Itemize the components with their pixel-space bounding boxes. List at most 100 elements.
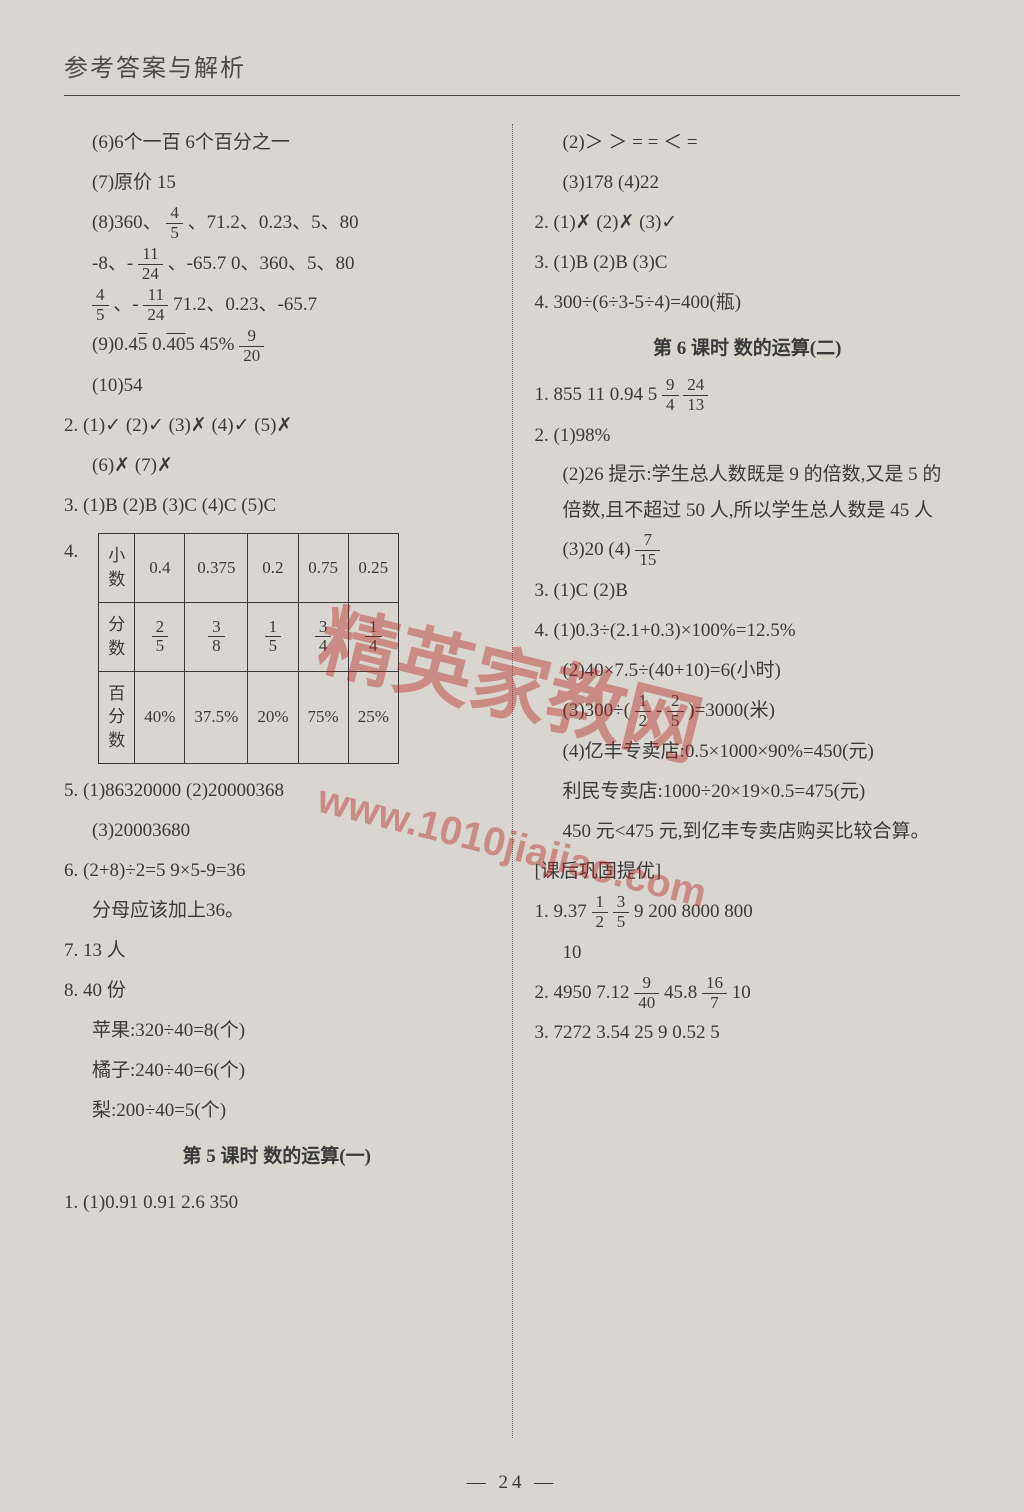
table-block: 4. 小数 0.4 0.375 0.2 0.75 0.25 分数 25 38 (64, 527, 490, 770)
fraction: 940 (634, 974, 659, 1012)
lesson-heading: 第 6 课时 数的运算(二) (535, 330, 961, 368)
fraction: 920 (239, 327, 264, 365)
fraction: 1124 (143, 286, 168, 324)
answer-line: 1. (1)0.91 0.91 2.6 350 (64, 1184, 490, 1222)
fraction: 45 (166, 204, 183, 242)
table-cell: 20% (248, 671, 298, 763)
text: 5 (185, 334, 195, 355)
right-column: (2)＞ ＞ = = ＜ = (3)178 (4)22 2. (1)✗ (2)✗… (513, 124, 961, 1438)
answer-line: 4. (1)0.3÷(2.1+0.3)×100%=12.5% (535, 612, 961, 650)
answer-line: 梨:200÷40=5(个) (64, 1092, 490, 1130)
table-cell: 38 (185, 602, 248, 671)
fraction: 35 (613, 893, 630, 931)
fraction: 45 (92, 286, 109, 324)
text: (3)20 (4) (563, 539, 631, 560)
answer-line: 分母应该加上36。 (64, 892, 490, 930)
page-title: 参考答案与解析 (64, 48, 960, 83)
page-number: — 24 — (467, 1472, 558, 1494)
conversion-table: 小数 0.4 0.375 0.2 0.75 0.25 分数 25 38 15 3… (98, 533, 399, 764)
answer-line: 3. (1)C (2)B (535, 572, 961, 610)
answer-line: -8、- 1124 、-65.7 0、360、5、80 (64, 245, 490, 284)
answer-line: 利民专卖店:1000÷20×19×0.5=475(元) (535, 773, 961, 811)
answer-line: 2. (1)✓ (2)✓ (3)✗ (4)✓ (5)✗ (64, 407, 490, 445)
fraction: 12 (592, 893, 609, 931)
table-cell: 25% (348, 671, 398, 763)
section-label: [课后巩固提优] (535, 853, 961, 891)
text: - (656, 700, 662, 721)
answer-line: 橘子:240÷40=6(个) (64, 1052, 490, 1090)
text: 45.8 (664, 982, 702, 1003)
answer-line: 1. 855 11 0.94 5 94 2413 (535, 376, 961, 415)
table-cell: 0.375 (185, 534, 248, 603)
text: -8、- (92, 253, 133, 274)
answer-line: 2. (1)98% (535, 417, 961, 455)
table-cell: 75% (298, 671, 348, 763)
table-cell: 25 (135, 602, 185, 671)
answer-line: 6. (2+8)÷2=5 9×5-9=36 (64, 852, 490, 890)
answer-line: 3. (1)B (2)B (3)C (4)C (5)C (64, 487, 490, 525)
row-header: 分数 (99, 602, 135, 671)
answer-line: (4)亿丰专卖店:0.5×1000×90%=450(元) (535, 733, 961, 771)
text: 2. 4950 7.12 (535, 982, 635, 1003)
answer-line: (8)360、 45 、71.2、0.23、5、80 (64, 204, 490, 243)
table-cell: 15 (248, 602, 298, 671)
answer-line: (6)✗ (7)✗ (64, 447, 490, 485)
text: 、-65.7 0、360、5、80 (168, 253, 355, 274)
table-cell: 0.75 (298, 534, 348, 603)
fraction: 94 (662, 376, 679, 414)
answer-line: 45 、- 1124 71.2、0.23、-65.7 (64, 286, 490, 325)
answer-line: 7. 13 人 (64, 932, 490, 970)
answer-line: (3)20003680 (64, 812, 490, 850)
table-cell: 40% (135, 671, 185, 763)
answer-line: 10 (535, 934, 961, 972)
answer-line: (7)原价 15 (64, 164, 490, 202)
text: 71.2、0.23、-65.7 (173, 294, 317, 315)
table-cell: 14 (348, 602, 398, 671)
answer-line: 2. (1)✗ (2)✗ (3)✓ (535, 204, 961, 242)
answer-line: 450 元<475 元,到亿丰专卖店购买比较合算。 (535, 813, 961, 851)
left-column: (6)6个一百 6个百分之一 (7)原价 15 (8)360、 45 、71.2… (64, 124, 512, 1438)
fraction: 715 (635, 531, 660, 569)
answer-line: (10)54 (64, 367, 490, 405)
text: (8)360、 (92, 212, 162, 233)
fraction: 12 (635, 692, 652, 730)
answer-line: (3)300÷( 12 - 25 )=3000(米) (535, 692, 961, 731)
answer-line: (3)178 (4)22 (535, 164, 961, 202)
text: 5 (138, 334, 148, 355)
fraction: 1124 (138, 245, 163, 283)
fraction: 167 (702, 974, 727, 1012)
row-header: 小数 (99, 534, 135, 603)
text: 0. (152, 334, 166, 355)
text: 45% (200, 334, 240, 355)
table-cell: 0.25 (348, 534, 398, 603)
text: 9 200 8000 800 (634, 901, 753, 922)
answer-line: (9)0.45 0.405 45% 920 (64, 326, 490, 365)
text: )=3000(米) (688, 700, 775, 721)
row-header: 百分数 (99, 671, 135, 763)
text: 、71.2、0.23、5、80 (188, 212, 359, 233)
table-cell: 0.4 (135, 534, 185, 603)
text: 、- (113, 294, 138, 315)
answer-line: 4. 300÷(6÷3-5÷4)=400(瓶) (535, 284, 961, 322)
table-cell: 0.2 (248, 534, 298, 603)
answer-line: 1. 9.37 12 35 9 200 8000 800 (535, 893, 961, 932)
text: 1. 9.37 (535, 901, 592, 922)
text: (9)0.4 (92, 334, 138, 355)
answer-line: (3)20 (4) 715 (535, 531, 961, 570)
answer-line: 3. (1)B (2)B (3)C (535, 244, 961, 282)
answer-line: (6)6个一百 6个百分之一 (64, 124, 490, 162)
lesson-heading: 第 5 课时 数的运算(一) (64, 1138, 490, 1176)
fraction: 25 (667, 692, 684, 730)
answer-line: 2. 4950 7.12 940 45.8 167 10 (535, 974, 961, 1013)
text: 40 (166, 334, 185, 355)
text: 1. 855 11 0.94 5 (535, 384, 663, 405)
answer-line: 5. (1)86320000 (2)20000368 (64, 772, 490, 810)
answer-line: (2)40×7.5÷(40+10)=6(小时) (535, 652, 961, 690)
page-header: 参考答案与解析 (64, 48, 960, 96)
answer-line: 8. 40 份 (64, 972, 490, 1010)
text: 10 (732, 982, 751, 1003)
answer-line: (2)＞ ＞ = = ＜ = (535, 124, 961, 162)
answer-line: (2)26 提示:学生总人数既是 9 的倍数,又是 5 的倍数,且不超过 50 … (535, 457, 961, 529)
text: (3)300÷( (563, 700, 630, 721)
answer-line: 3. 7272 3.54 25 9 0.52 5 (535, 1014, 961, 1052)
